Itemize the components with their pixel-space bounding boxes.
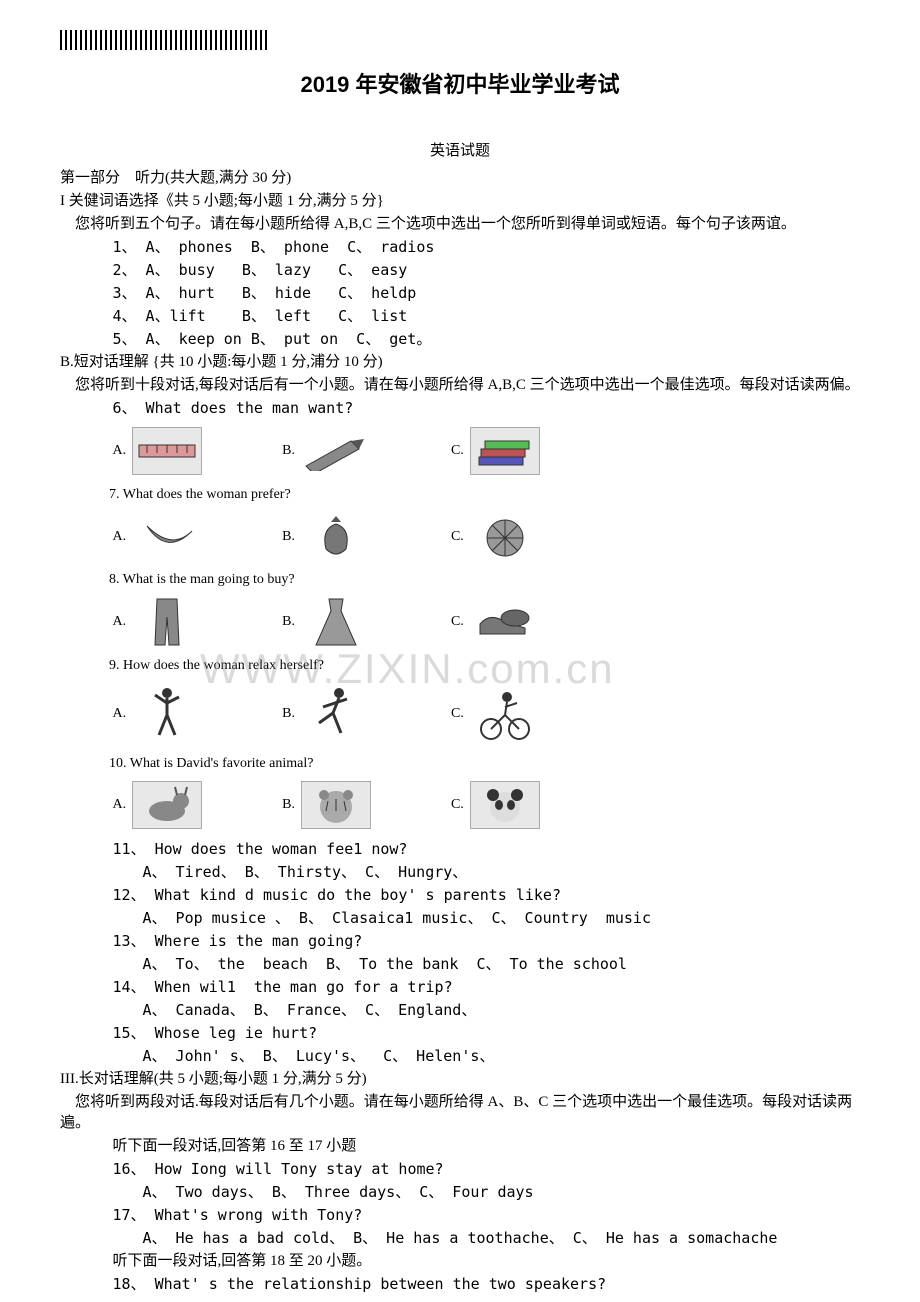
panda-icon — [470, 781, 540, 829]
q10: 10. What is David's favorite animal? — [109, 754, 860, 774]
q1: 1、 A、 phones B、 phone C、 radios — [113, 237, 861, 258]
dress-icon — [301, 598, 371, 646]
q13-opts: A、 To、 the beach B、 To the bank C、 To th… — [143, 954, 861, 975]
q3: 3、 A、 hurt B、 hide C、 heldp — [113, 283, 861, 304]
opt-label: A. — [113, 441, 127, 461]
pants-icon — [132, 598, 202, 646]
dancer-icon — [132, 684, 202, 744]
section2-instruction: 您将听到十段对话,每段对话后有一个小题。请在每小题所给得 A,B,C 三个选项中… — [60, 375, 860, 396]
part1-header: 第一部分 听力(共大题,满分 30 分) — [60, 168, 860, 189]
pencil-icon — [301, 427, 371, 475]
opt-label: B. — [282, 441, 295, 461]
section1-instruction: 您将听到五个句子。请在每小题所给得 A,B,C 三个选项中选出一个您所听到得单词… — [60, 214, 860, 235]
opt-label: B. — [282, 527, 295, 547]
q12-opts: A、 Pop musice 、 B、 Clasaica1 music、 C、 C… — [143, 908, 861, 929]
q7: 7. What does the woman prefer? — [109, 485, 860, 505]
dog-icon — [132, 781, 202, 829]
q17-opts: A、 He has a bad cold、 B、 He has a tootha… — [143, 1228, 861, 1249]
opt-label: B. — [282, 704, 295, 724]
opt-label: C. — [451, 795, 464, 815]
q6-images: A. B. C. — [113, 427, 861, 475]
cyclist-icon — [470, 684, 540, 744]
q2: 2、 A、 busy B、 lazy C、 easy — [113, 260, 861, 281]
q7-images: A. B. C. — [113, 512, 861, 560]
q13: 13、 Where is the man going? — [113, 931, 861, 952]
section1-header: I 关健词语选择《共 5 小题;每小题 1 分,满分 5 分} — [60, 191, 860, 212]
q16: 16、 How Iong will Tony stay at home? — [113, 1159, 861, 1180]
page-subtitle: 英语试题 — [60, 141, 860, 162]
opt-label: A. — [113, 795, 127, 815]
pre16: 听下面一段对话,回答第 16 至 17 小题 — [113, 1136, 861, 1157]
books-icon — [470, 427, 540, 475]
q9: 9. How does the woman relax herself? — [109, 656, 860, 676]
q8: 8. What is the man going to buy? — [109, 570, 860, 590]
q12: 12、 What kind d music do the boy' s pare… — [113, 885, 861, 906]
section3-instruction: 您将听到两段对话.每段对话后有几个小题。请在每小题所给得 A、B、C 三个选项中… — [60, 1092, 860, 1134]
q6: 6、 What does the man want? — [113, 398, 861, 419]
page-title: 2019 年安徽省初中毕业学业考试 — [60, 70, 860, 101]
opt-label: B. — [282, 612, 295, 632]
opt-label: B. — [282, 795, 295, 815]
q16-opts: A、 Two days、 B、 Three days、 C、 Four days — [143, 1182, 861, 1203]
opt-label: A. — [113, 612, 127, 632]
opt-label: A. — [113, 704, 127, 724]
q4: 4、 A、lift B、 left C、 list — [113, 306, 861, 327]
shoes-icon — [470, 598, 540, 646]
q17: 17、 What's wrong with Tony? — [113, 1205, 861, 1226]
q10-images: A. B. C. — [113, 781, 861, 829]
q5: 5、 A、 keep on B、 put on C、 get。 — [113, 329, 861, 350]
q8-images: A. B. C. — [113, 598, 861, 646]
pre18: 听下面一段对话,回答第 18 至 20 小题。 — [113, 1251, 861, 1272]
opt-label: C. — [451, 527, 464, 547]
section2-header: B.短对话理解 {共 10 小题:每小题 1 分,浦分 10 分) — [60, 352, 860, 373]
q9-images: A. B. C. — [113, 684, 861, 744]
opt-label: A. — [113, 527, 127, 547]
banana-icon — [132, 512, 202, 560]
opt-label: C. — [451, 704, 464, 724]
tiger-icon — [301, 781, 371, 829]
opt-label: C. — [451, 612, 464, 632]
q11: 11、 How does the woman fee1 now? — [113, 839, 861, 860]
q14-opts: A、 Canada、 B、 France、 C、 England、 — [143, 1000, 861, 1021]
runner-icon — [301, 684, 371, 744]
strawberry-icon — [301, 512, 371, 560]
ruler-icon — [132, 427, 202, 475]
q18: 18、 What' s the relationship between the… — [113, 1274, 861, 1295]
q11-opts: A、 Tired、 B、 Thirsty、 C、 Hungry、 — [143, 862, 861, 883]
q15-opts: A、 John' s、 B、 Lucy's、 C、 Helen's、 — [143, 1046, 861, 1067]
barcode — [60, 30, 270, 50]
q15: 15、 Whose leg ie hurt? — [113, 1023, 861, 1044]
q14: 14、 When wil1 the man go for a trip? — [113, 977, 861, 998]
section3-header: III.长对话理解(共 5 小题;每小题 1 分,满分 5 分) — [60, 1069, 860, 1090]
opt-label: C. — [451, 441, 464, 461]
orange-icon — [470, 512, 540, 560]
